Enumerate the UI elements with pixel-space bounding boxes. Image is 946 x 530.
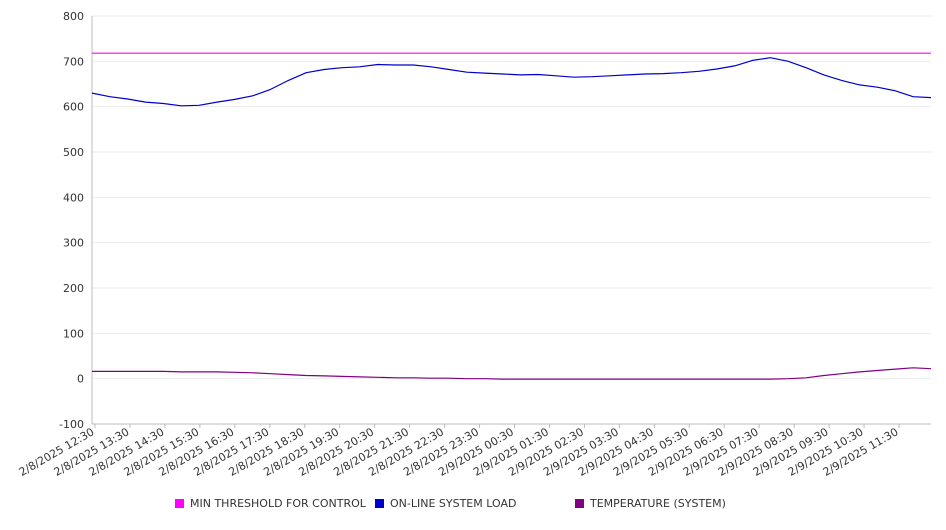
y-tick-label: 200 — [63, 282, 84, 295]
y-tick-label: 700 — [63, 55, 84, 68]
series-line-system-load — [91, 57, 932, 107]
legend-label-system-load: ON-LINE SYSTEM LOAD — [390, 497, 517, 510]
legend-label-min-threshold: MIN THRESHOLD FOR CONTROL — [190, 497, 366, 510]
legend: MIN THRESHOLD FOR CONTROL ON-LINE SYSTEM… — [0, 497, 946, 515]
y-tick-label: 600 — [63, 101, 84, 114]
legend-swatch-temperature — [575, 499, 584, 508]
y-tick-label: 300 — [63, 237, 84, 250]
legend-item-system-load: ON-LINE SYSTEM LOAD — [375, 497, 516, 510]
y-tick-label: 500 — [63, 146, 84, 159]
legend-item-temperature: TEMPERATURE (SYSTEM) — [575, 497, 726, 510]
legend-swatch-system-load — [375, 499, 384, 508]
legend-swatch-min-threshold — [175, 499, 184, 508]
y-tick-label: -100 — [59, 418, 84, 431]
y-tick-label: 400 — [63, 191, 84, 204]
y-tick-label: 100 — [63, 327, 84, 340]
y-tick-label: 800 — [63, 10, 84, 23]
legend-label-temperature: TEMPERATURE (SYSTEM) — [590, 497, 726, 510]
legend-item-min-threshold: MIN THRESHOLD FOR CONTROL — [175, 497, 366, 510]
y-tick-label: 0 — [77, 373, 84, 386]
series-line-temperature — [92, 367, 932, 380]
